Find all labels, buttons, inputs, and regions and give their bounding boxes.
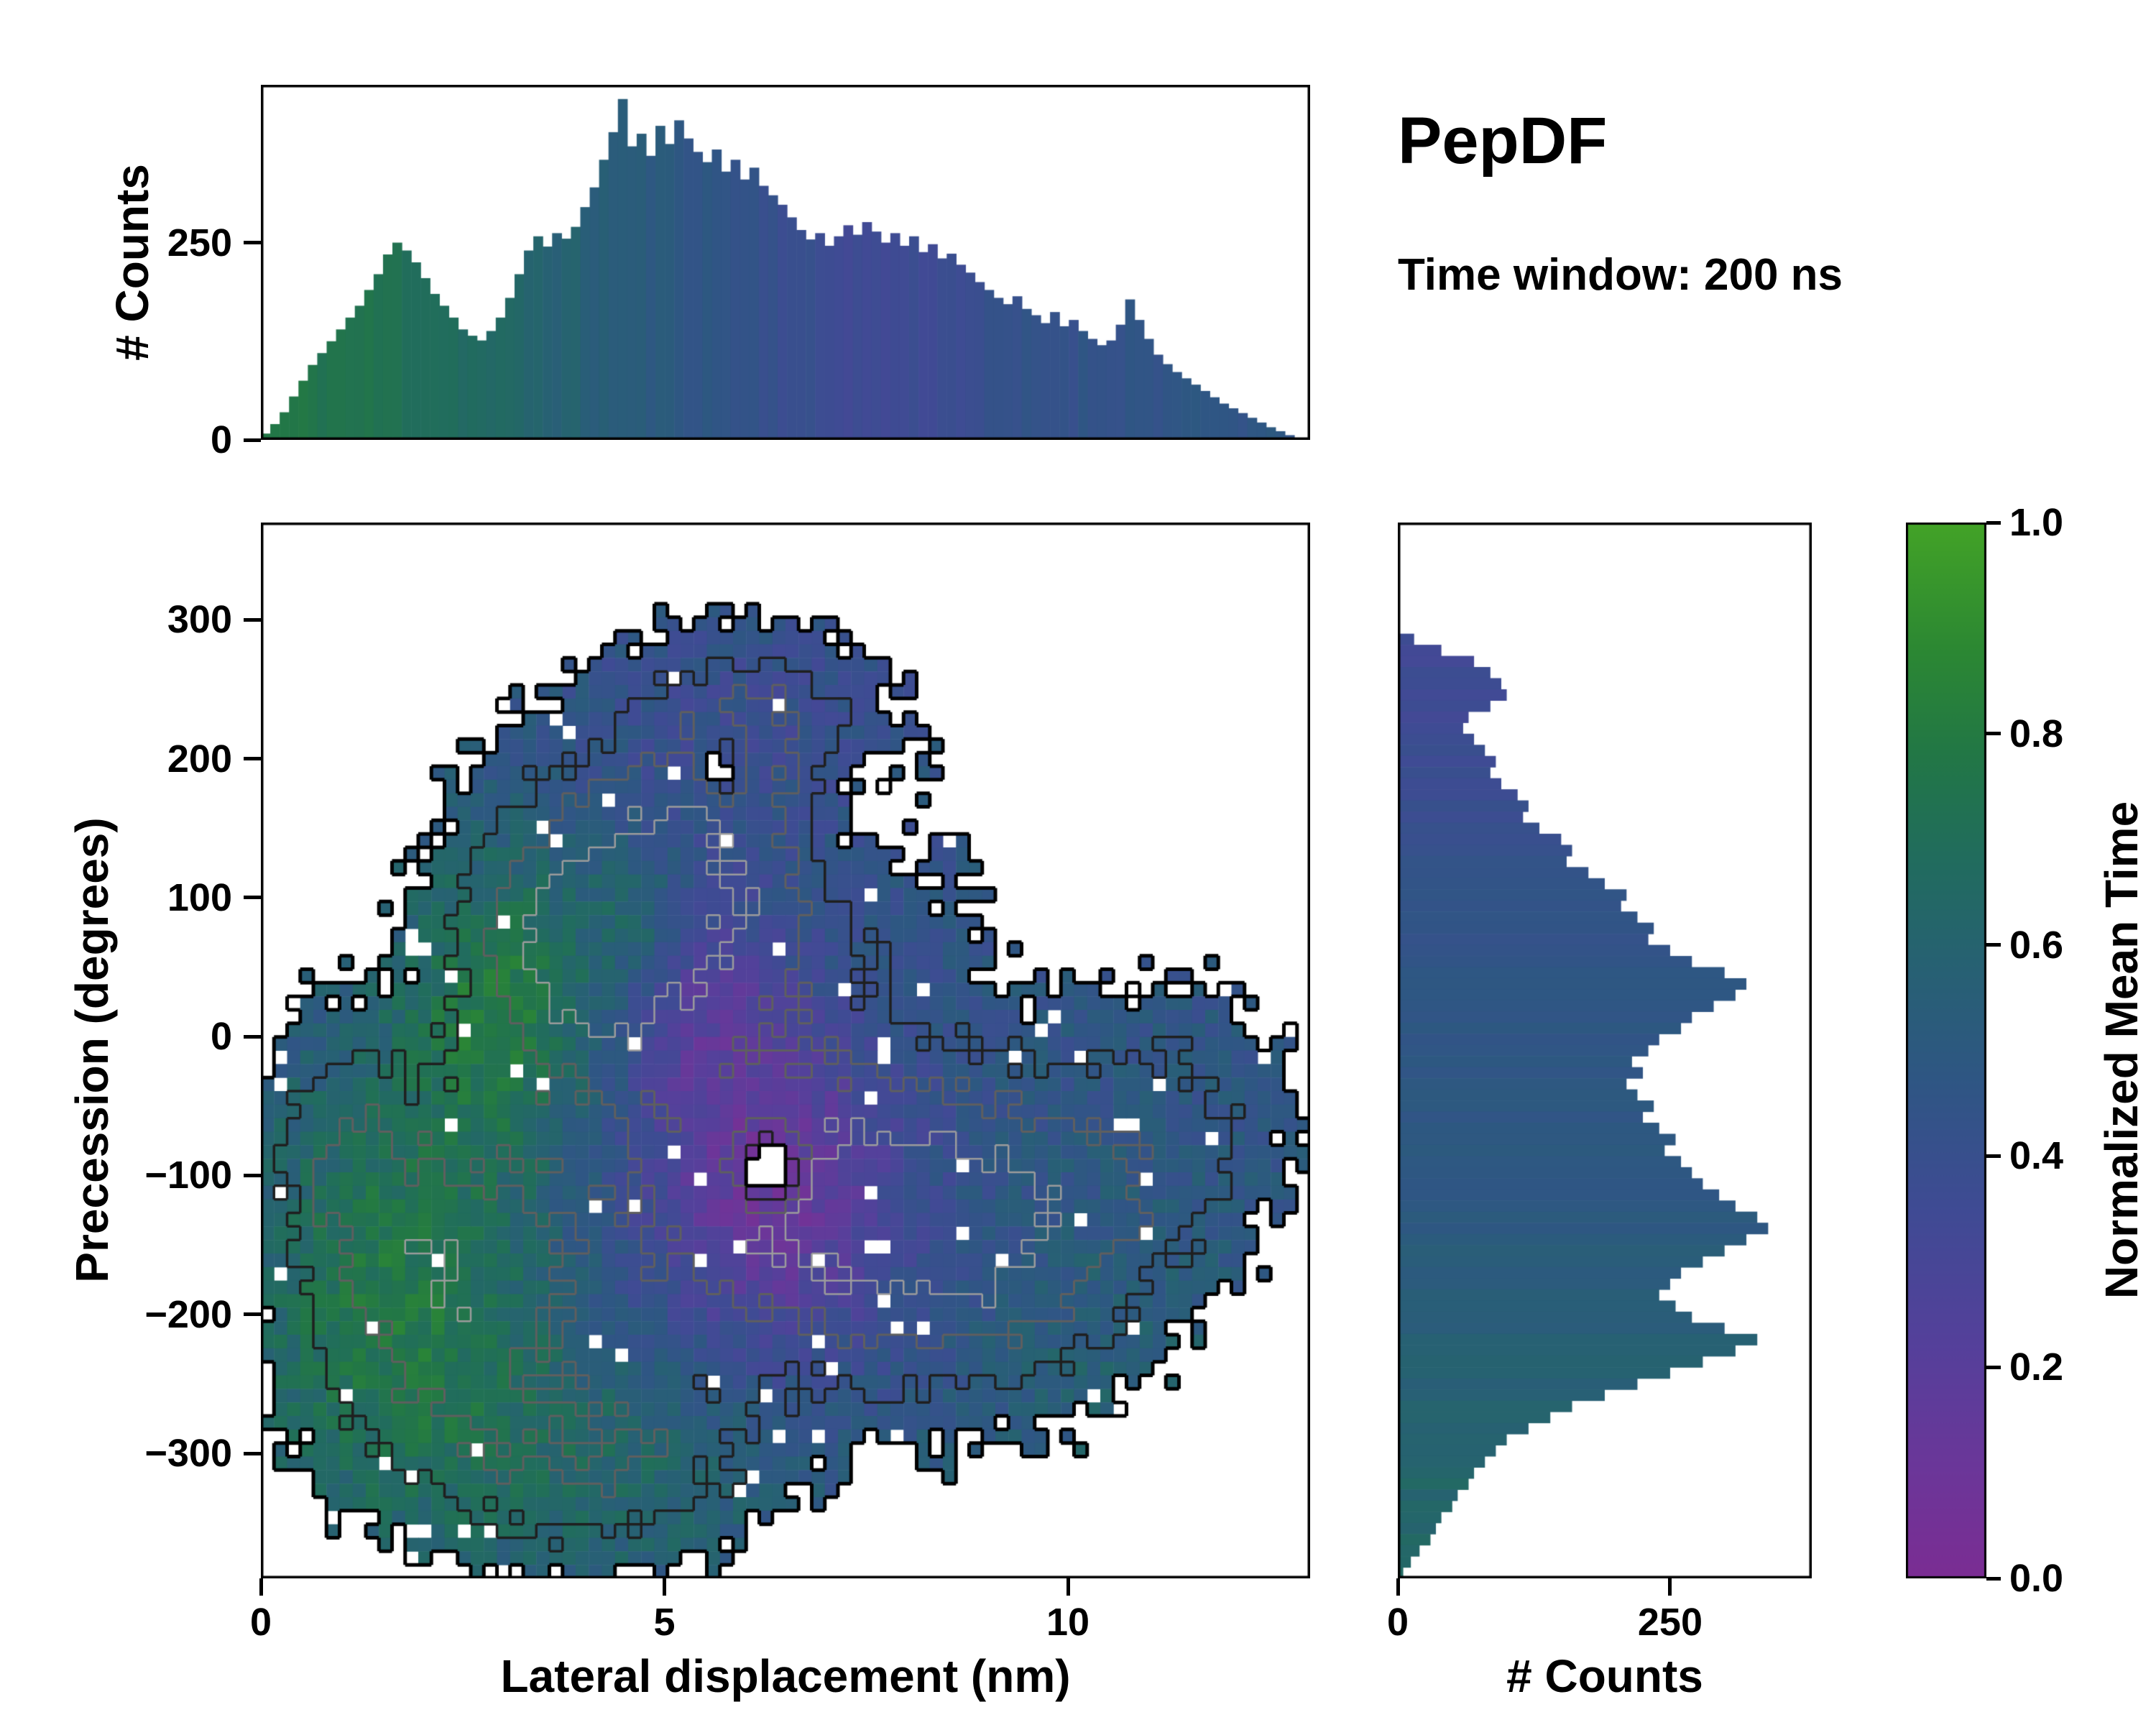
- colorbar-label: Normalized Mean Time: [2096, 801, 2147, 1300]
- top-y-tick: [244, 438, 261, 442]
- main-y-tick: [244, 757, 261, 761]
- right-x-tick: [1396, 1578, 1400, 1596]
- main-x-tick: [1066, 1578, 1070, 1596]
- top-hist-ylabel: # Counts: [106, 164, 158, 361]
- main-y-tick: [244, 1034, 261, 1039]
- colorbar-tick-label: 0.6: [2009, 923, 2064, 967]
- colorbar-tick-label: 0.0: [2009, 1557, 2064, 1600]
- right-x-tick-label: 0: [1386, 1601, 1409, 1644]
- main-x-tick: [663, 1578, 667, 1596]
- main-heatmap-canvas: [261, 523, 1310, 1578]
- main-y-tick: [244, 617, 261, 622]
- right-histogram-canvas: [1398, 523, 1812, 1578]
- right-x-tick: [1668, 1578, 1672, 1596]
- main-y-tick-label: 0: [210, 1015, 232, 1059]
- main-y-tick: [244, 1451, 261, 1455]
- plot-title: PepDF: [1398, 104, 1608, 178]
- colorbar-tick: [1986, 1154, 2001, 1158]
- right-hist-xlabel: # Counts: [1506, 1650, 1703, 1702]
- main-y-tick: [244, 896, 261, 900]
- main-ylabel: Precession (degrees): [66, 817, 118, 1283]
- right-x-tick-label: 250: [1637, 1601, 1703, 1644]
- colorbar-tick-label: 0.8: [2009, 712, 2064, 755]
- main-x-tick-label: 5: [653, 1601, 676, 1644]
- main-x-tick: [259, 1578, 263, 1596]
- main-y-tick-label: 100: [167, 875, 232, 919]
- main-y-tick-label: 200: [167, 737, 232, 781]
- colorbar-tick: [1986, 1365, 2001, 1369]
- main-y-tick: [244, 1173, 261, 1177]
- colorbar-tick: [1986, 1576, 2001, 1581]
- main-y-tick: [244, 1312, 261, 1317]
- top-y-tick-label: 0: [210, 418, 232, 461]
- main-y-tick-label: −100: [144, 1154, 232, 1197]
- main-y-tick-label: −300: [144, 1432, 232, 1476]
- time-window-label: Time window: 200 ns: [1398, 250, 1843, 300]
- main-y-tick-label: −200: [144, 1292, 232, 1336]
- colorbar-tick: [1986, 520, 2001, 525]
- colorbar-canvas: [1906, 523, 1986, 1578]
- colorbar-tick: [1986, 943, 2001, 947]
- top-y-tick-label: 250: [167, 221, 232, 264]
- top-histogram-canvas: [261, 85, 1310, 440]
- top-y-tick: [244, 241, 261, 245]
- colorbar-tick-label: 0.2: [2009, 1346, 2064, 1389]
- main-x-tick-label: 0: [249, 1601, 272, 1644]
- main-x-tick-label: 10: [1046, 1601, 1090, 1644]
- colorbar-tick-label: 0.4: [2009, 1134, 2064, 1178]
- main-xlabel: Lateral displacement (nm): [500, 1650, 1071, 1702]
- colorbar-tick: [1986, 732, 2001, 736]
- colorbar-tick-label: 1.0: [2009, 501, 2064, 544]
- main-y-tick-label: 300: [167, 598, 232, 642]
